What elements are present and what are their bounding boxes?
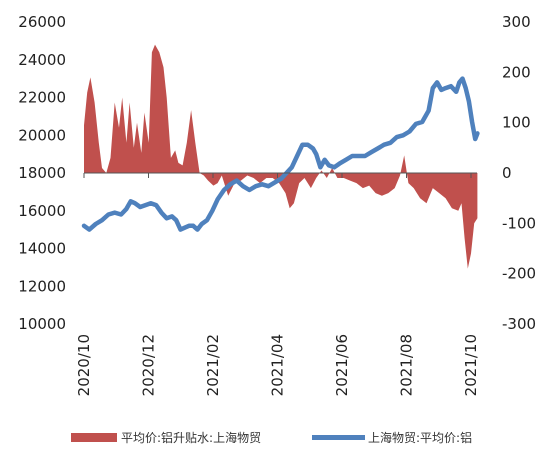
left-tick-label: 14000: [18, 240, 66, 258]
legend: 平均价:铝升贴水:上海物贸 上海物贸:平均价:铝: [71, 430, 472, 445]
right-tick-label: 300: [502, 13, 531, 31]
price-line: [81, 76, 480, 232]
left-tick-label: 22000: [18, 89, 66, 107]
left-tick-label: 16000: [18, 202, 66, 220]
left-tick-label: 26000: [18, 13, 66, 31]
x-tick-label: 2021/04: [269, 334, 287, 396]
left-tick-label: 20000: [18, 126, 66, 144]
x-tick-label: 2021/06: [333, 334, 351, 396]
premium-area-series: [84, 44, 478, 269]
price-line-series: [81, 76, 480, 232]
axes: 26000 24000 22000 20000 18000 16000 14000 12000…: [18, 13, 536, 396]
x-tick-label: 2021/02: [204, 334, 222, 396]
right-tick-label: -200: [502, 265, 536, 283]
legend-label-price: 上海物贸:平均价:铝: [368, 430, 472, 445]
left-tick-label: 24000: [18, 51, 66, 69]
premium-area: [84, 44, 478, 269]
legend-swatch-premium: [71, 433, 117, 442]
right-tick-label: 200: [502, 63, 531, 81]
left-tick-label: 10000: [18, 315, 66, 333]
x-tick-label: 2021/10: [462, 334, 480, 396]
right-tick-label: 100: [502, 114, 531, 132]
x-tick-label: 2020/10: [75, 334, 93, 396]
left-tick-label: 12000: [18, 277, 66, 295]
legend-label-premium: 平均价:铝升贴水:上海物贸: [121, 430, 261, 445]
right-tick-label: 0: [502, 164, 512, 182]
x-tick-label: 2020/12: [140, 334, 158, 396]
left-tick-label: 18000: [18, 164, 66, 182]
right-tick-label: -100: [502, 214, 536, 232]
x-tick-label: 2021/08: [398, 334, 416, 396]
right-tick-label: -300: [502, 315, 536, 333]
